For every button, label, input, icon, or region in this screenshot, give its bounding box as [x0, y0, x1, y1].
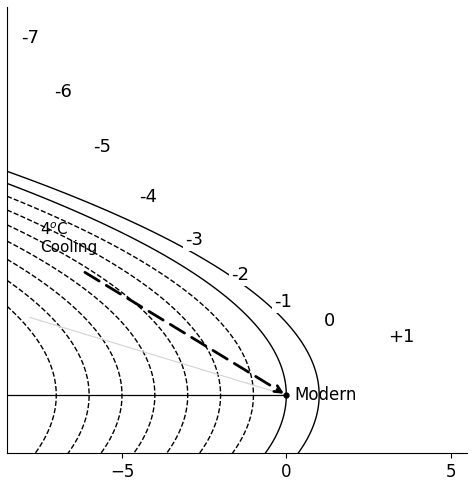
Text: -4: -4: [139, 188, 157, 206]
Text: -6: -6: [54, 83, 72, 102]
Text: -5: -5: [93, 138, 111, 156]
Text: -7: -7: [21, 29, 39, 47]
Text: Modern: Modern: [294, 386, 357, 404]
Text: +1: +1: [388, 328, 414, 346]
Text: -2: -2: [231, 266, 249, 284]
Text: -3: -3: [185, 231, 203, 249]
Text: 4$^o$C
Cooling: 4$^o$C Cooling: [40, 222, 97, 255]
Text: 0: 0: [323, 312, 335, 330]
Text: -1: -1: [274, 293, 292, 311]
